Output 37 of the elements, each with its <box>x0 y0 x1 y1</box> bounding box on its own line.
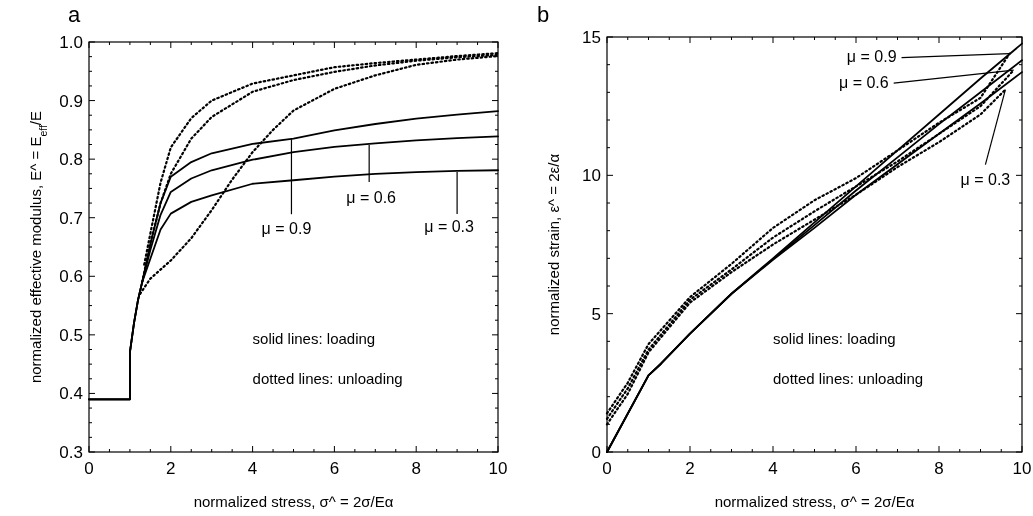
annotation: dotted lines: unloading <box>773 370 924 387</box>
y-tick-label: 0.7 <box>59 208 83 228</box>
x-tick-label: 8 <box>934 459 944 478</box>
chart-title: b <box>537 2 550 27</box>
x-tick-label: 4 <box>768 459 778 478</box>
y-tick-label: 0.9 <box>59 91 83 111</box>
x-tick-label: 10 <box>488 459 508 478</box>
x-axis-title: normalized stress, σ^ = 2σ/Eα <box>714 493 915 510</box>
y-tick-label: 0.5 <box>59 325 83 345</box>
annotation: solid lines: loading <box>252 330 376 347</box>
y-axis-title: normalized strain, ε^ = 2ε/α <box>545 153 562 336</box>
y-tick-label: 0 <box>591 443 601 462</box>
y-tick-label: 0.4 <box>59 384 83 404</box>
x-tick-label: 10 <box>1012 459 1032 478</box>
annotation: μ = 0.3 <box>960 170 1011 188</box>
annotation: μ = 0.9 <box>261 220 312 238</box>
x-tick-label: 2 <box>685 459 695 478</box>
chart-title: a <box>68 2 81 27</box>
y-tick-label: 15 <box>582 28 601 47</box>
x-tick-label: 6 <box>329 459 340 478</box>
x-tick-label: 8 <box>411 459 421 478</box>
y-tick-label: 0.3 <box>59 443 83 462</box>
y-tick-label: 10 <box>582 166 601 186</box>
annotation: μ = 0.3 <box>424 218 475 236</box>
annotation: dotted lines: unloading <box>252 370 403 387</box>
annotation: μ = 0.9 <box>846 47 897 65</box>
y-tick-label: 0.8 <box>59 150 83 170</box>
y-tick-label: 5 <box>591 304 601 324</box>
annotation: solid lines: loading <box>773 330 896 347</box>
annotation: μ = 0.6 <box>839 74 889 92</box>
x-tick-label: 4 <box>247 459 258 478</box>
annotation: μ = 0.6 <box>346 189 397 207</box>
x-tick-label: 6 <box>851 459 861 478</box>
x-tick-label: 2 <box>166 459 176 478</box>
y-tick-label: 1.0 <box>59 33 83 52</box>
x-axis-title: normalized stress, σ^ = 2σ/Eα <box>193 493 394 510</box>
y-tick-label: 0.6 <box>59 267 83 287</box>
